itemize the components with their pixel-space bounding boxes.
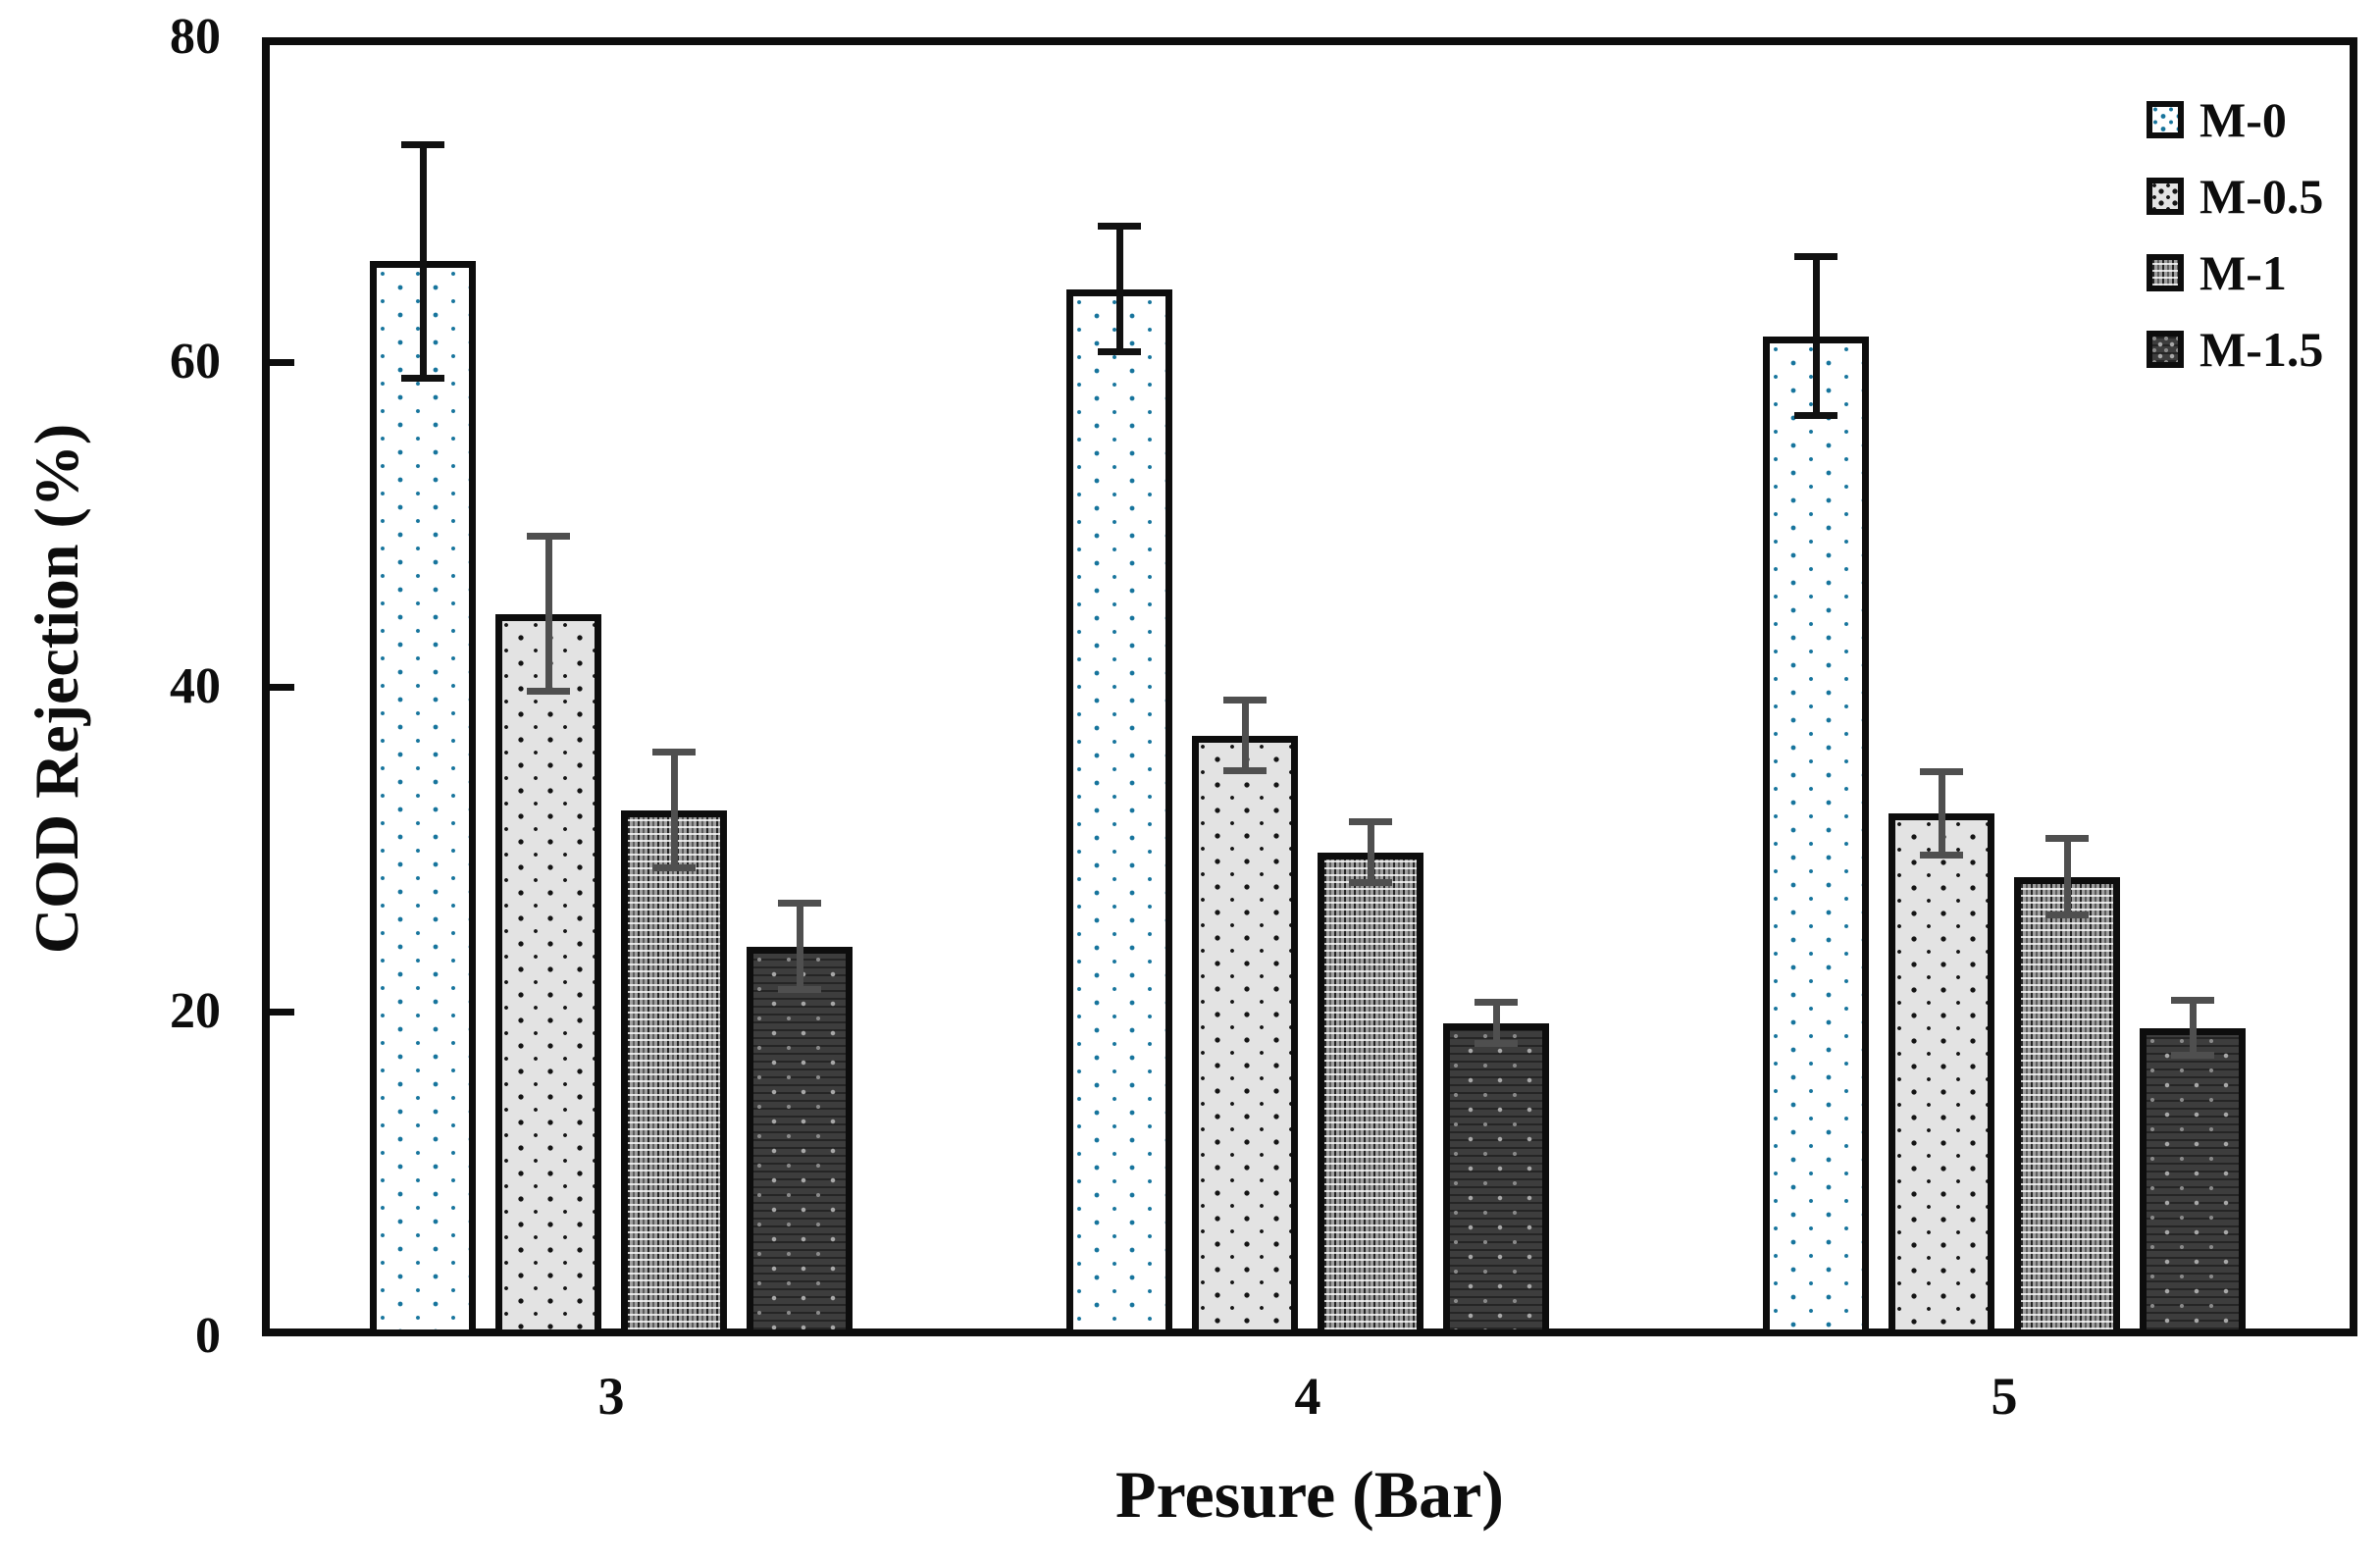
legend-label: M-1.5 — [2199, 322, 2324, 377]
bar-M-1-pressure-3 — [621, 809, 727, 1336]
error-bar-cap-bottom — [652, 864, 696, 872]
x-tick-label: 3 — [597, 1367, 625, 1426]
error-bar — [2190, 1000, 2197, 1056]
bar-M-1.5-pressure-3 — [747, 946, 853, 1336]
legend-swatch-icon — [2147, 178, 2184, 215]
bar-M-0-pressure-4 — [1066, 288, 1172, 1336]
error-bar — [797, 903, 803, 991]
error-bar-cap-bottom — [1098, 348, 1141, 356]
y-tick-mark — [270, 359, 294, 366]
error-bar — [1368, 821, 1374, 884]
error-bar — [1242, 700, 1249, 772]
x-axis-title: Presure (Bar) — [1115, 1457, 1504, 1532]
error-bar-cap-bottom — [1223, 767, 1267, 775]
error-bar-cap-bottom — [1794, 411, 1837, 419]
legend-label: M-0.5 — [2199, 169, 2324, 224]
x-tick-label: 5 — [1991, 1367, 2018, 1426]
error-bar-cap-top — [1475, 999, 1518, 1007]
bar-M-1-pressure-4 — [1318, 852, 1423, 1336]
error-bar-cap-top — [1794, 253, 1837, 261]
error-bar-cap-top — [1223, 697, 1267, 704]
error-bar — [1116, 225, 1123, 353]
legend-label: M-0 — [2199, 92, 2287, 147]
bar-M-1-pressure-5 — [2014, 876, 2120, 1336]
bar-M-0.5-pressure-3 — [495, 613, 601, 1336]
bar-M-0-pressure-5 — [1763, 336, 1869, 1336]
bar-M-0.5-pressure-5 — [1888, 813, 1994, 1336]
error-bar-cap-bottom — [1349, 879, 1392, 887]
y-tick-label: 40 — [170, 658, 221, 714]
y-tick-mark — [270, 1009, 294, 1016]
error-bar-cap-top — [1920, 768, 1963, 776]
error-bar-cap-bottom — [1920, 852, 1963, 860]
bar-M-0.5-pressure-4 — [1192, 735, 1298, 1336]
legend-item-M-1: M-1 — [2147, 246, 2287, 299]
error-bar-cap-bottom — [1475, 1040, 1518, 1048]
legend-item-M-0.5: M-0.5 — [2147, 170, 2323, 223]
error-bar — [2064, 837, 2071, 916]
error-bar — [1939, 771, 1945, 857]
error-bar-cap-top — [1349, 818, 1392, 826]
bar-M-1.5-pressure-5 — [2140, 1027, 2246, 1336]
legend-swatch-icon — [2147, 331, 2184, 368]
error-bar-cap-top — [2171, 997, 2214, 1005]
legend-item-M-0: M-0 — [2147, 93, 2287, 146]
y-tick-label: 80 — [170, 9, 221, 65]
legend-swatch-icon — [2147, 101, 2184, 138]
error-bar-cap-top — [652, 749, 696, 756]
legend-label: M-1 — [2199, 245, 2287, 300]
error-bar — [420, 144, 427, 379]
x-tick-label: 4 — [1294, 1367, 1321, 1426]
bar-M-0-pressure-3 — [370, 261, 476, 1336]
error-bar-cap-bottom — [778, 986, 821, 994]
error-bar-cap-bottom — [2045, 912, 2089, 919]
legend-swatch-icon — [2147, 254, 2184, 291]
error-bar-cap-bottom — [527, 687, 570, 695]
error-bar-cap-top — [1098, 222, 1141, 230]
y-tick-label: 60 — [170, 334, 221, 390]
error-bar-cap-bottom — [2171, 1051, 2214, 1059]
error-bar-cap-top — [778, 900, 821, 908]
bar-M-1.5-pressure-4 — [1443, 1022, 1549, 1336]
y-tick-mark — [270, 684, 294, 691]
error-bar — [1813, 256, 1820, 416]
y-tick-label: 0 — [195, 1308, 221, 1364]
legend-item-M-1.5: M-1.5 — [2147, 323, 2323, 376]
error-bar-cap-top — [2045, 834, 2089, 842]
error-bar-cap-top — [527, 533, 570, 541]
plot-area — [262, 37, 2357, 1336]
y-tick-label: 20 — [170, 983, 221, 1039]
error-bar-cap-top — [401, 141, 444, 149]
error-bar — [671, 752, 678, 869]
error-bar-cap-bottom — [401, 374, 444, 382]
error-bar — [1493, 1002, 1500, 1045]
error-bar — [545, 536, 552, 692]
